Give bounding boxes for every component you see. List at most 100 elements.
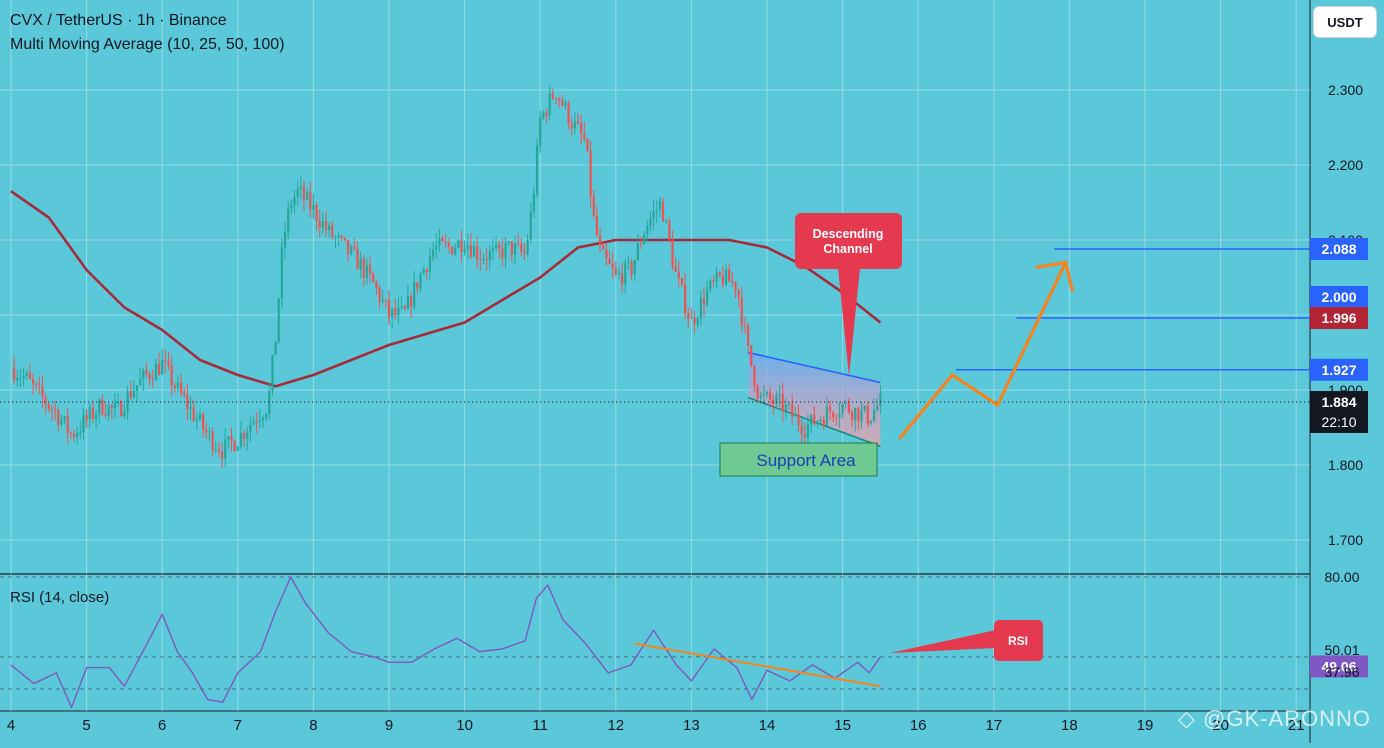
candle-body bbox=[79, 431, 82, 433]
descending-channel-layer bbox=[747, 351, 881, 448]
x-tick-label: 6 bbox=[158, 717, 166, 734]
descending-channel-callout bbox=[795, 213, 902, 269]
candle-body bbox=[526, 239, 529, 254]
candle-body bbox=[350, 246, 353, 255]
candle-body bbox=[611, 264, 614, 269]
x-tick-label: 10 bbox=[456, 717, 473, 734]
candle-body bbox=[280, 247, 283, 299]
candle-body bbox=[41, 386, 44, 398]
candle-body bbox=[488, 251, 491, 261]
axes-layer: 4 5 6 7 8 9 10 11 12 13 14 15 16 17 18 19 20 21 1.700 1.800… bbox=[7, 82, 1368, 734]
candle-body bbox=[551, 93, 554, 99]
candle-body bbox=[832, 412, 835, 418]
chart-title: CVX / TetherUS · 1h · Binance bbox=[10, 12, 227, 29]
candle-body bbox=[702, 298, 706, 305]
candle-body bbox=[277, 298, 280, 342]
candle-body bbox=[353, 246, 356, 249]
candle-body bbox=[246, 432, 249, 439]
candle-body bbox=[340, 235, 343, 238]
candle-body bbox=[403, 306, 406, 309]
candle-body bbox=[463, 249, 466, 253]
candle-body bbox=[195, 419, 198, 421]
candle-body bbox=[299, 186, 302, 189]
candle-body bbox=[835, 417, 838, 419]
candle-body bbox=[88, 407, 91, 420]
candle-body bbox=[318, 220, 321, 228]
candle-body bbox=[428, 256, 432, 273]
candle-body bbox=[513, 243, 517, 255]
candle-body bbox=[293, 196, 296, 205]
candle-body bbox=[639, 243, 643, 245]
candle-body bbox=[69, 432, 72, 434]
rsi-tick-label: 37.96 bbox=[1324, 664, 1359, 680]
candle-body bbox=[545, 112, 548, 116]
candle-body bbox=[139, 378, 142, 386]
candle-body bbox=[372, 273, 375, 283]
candle-body bbox=[435, 245, 438, 250]
candle-body bbox=[728, 269, 731, 282]
candle-body bbox=[715, 272, 718, 282]
candle-body bbox=[450, 246, 454, 255]
candle-body bbox=[510, 241, 513, 255]
candle-body bbox=[359, 258, 362, 270]
price-badge bbox=[1310, 286, 1368, 308]
candle-body bbox=[595, 215, 598, 236]
y-tick-label: 1.700 bbox=[1328, 532, 1363, 548]
candle-body bbox=[236, 446, 239, 451]
rsi-legend[interactable]: RSI (14, close) bbox=[10, 589, 110, 606]
moving-average-line bbox=[10, 190, 882, 388]
candle-body bbox=[542, 112, 545, 118]
candle-body bbox=[441, 237, 444, 242]
candle-body bbox=[438, 237, 441, 246]
candle-body bbox=[132, 390, 135, 398]
candle-body bbox=[828, 406, 832, 413]
candle-body bbox=[554, 98, 558, 100]
candle-body bbox=[94, 414, 98, 419]
x-tick-label: 13 bbox=[683, 717, 700, 734]
candle-body bbox=[198, 414, 202, 420]
candle-body bbox=[161, 359, 164, 375]
candle-body bbox=[677, 271, 680, 279]
candle-body bbox=[183, 393, 186, 396]
candle-body bbox=[649, 218, 652, 226]
candle-body bbox=[558, 98, 561, 101]
candle-body bbox=[117, 402, 120, 404]
candle-body bbox=[825, 406, 828, 426]
candle-body bbox=[35, 383, 38, 385]
candle-body bbox=[699, 298, 702, 319]
candle-body bbox=[646, 225, 649, 235]
candle-body bbox=[346, 239, 350, 255]
candle-body bbox=[472, 246, 476, 257]
candle-body bbox=[101, 399, 104, 415]
channel-upper-line bbox=[747, 351, 881, 384]
candle-body bbox=[239, 432, 243, 447]
candle-body bbox=[460, 240, 463, 253]
candle-body bbox=[142, 370, 145, 379]
candle-body bbox=[135, 385, 139, 391]
indicator-legend[interactable]: Multi Moving Average (10, 25, 50, 100) bbox=[10, 36, 285, 53]
currency-button[interactable]: USDT bbox=[1313, 6, 1377, 38]
candle-body bbox=[696, 318, 699, 325]
x-tick-label: 15 bbox=[834, 717, 851, 734]
candle-body bbox=[740, 297, 743, 326]
projection-arrow-head bbox=[1035, 260, 1075, 292]
candle-body bbox=[721, 275, 724, 285]
candle-body bbox=[737, 290, 740, 298]
x-tick-label: 12 bbox=[607, 717, 624, 734]
candle-body bbox=[369, 265, 372, 274]
projection-arrow-path bbox=[898, 261, 1068, 440]
candle-body bbox=[444, 241, 447, 243]
candle-body bbox=[794, 414, 797, 417]
last-price-text: 1.884 bbox=[1321, 394, 1356, 410]
candle-body bbox=[665, 220, 668, 222]
candle-body bbox=[504, 243, 507, 259]
candle-body bbox=[126, 391, 129, 412]
candle-body bbox=[652, 211, 655, 219]
candle-body bbox=[57, 410, 60, 425]
candle-body bbox=[718, 272, 721, 276]
candle-body bbox=[44, 397, 47, 405]
candle-body bbox=[249, 424, 252, 433]
candle-body bbox=[315, 205, 318, 221]
